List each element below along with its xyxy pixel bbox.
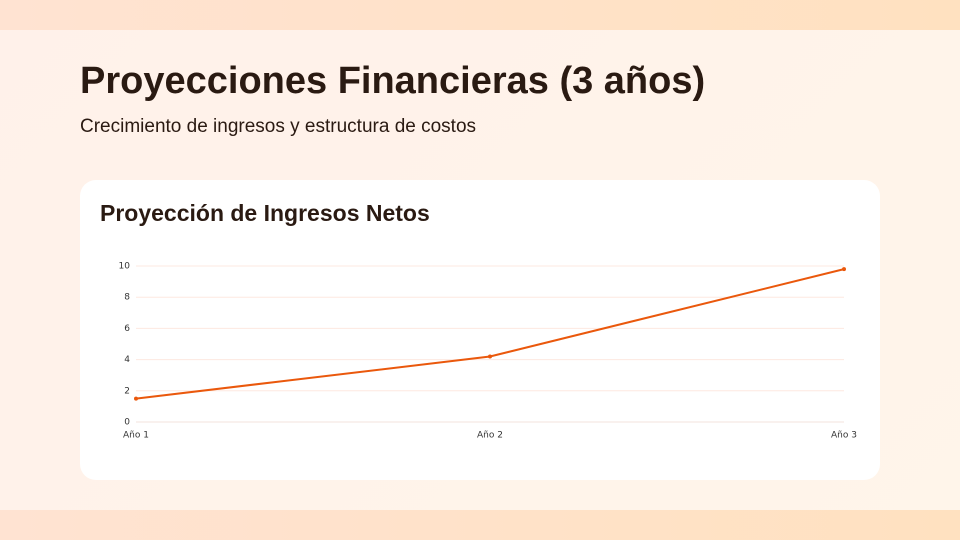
x-tick-label: Año 1 [123, 431, 149, 441]
y-tick-label: 6 [124, 324, 130, 334]
y-tick-label: 10 [119, 262, 131, 272]
y-tick-label: 4 [124, 355, 130, 365]
y-tick-label: 0 [124, 418, 130, 428]
point [842, 267, 846, 272]
slide-subtitle: Crecimiento de ingresos y estructura de … [80, 116, 477, 137]
chart-title: Proyección de Ingresos Netos [100, 200, 430, 226]
y-tick-label: 8 [124, 293, 130, 303]
slide-title: Proyecciones Financieras (3 años) [80, 60, 706, 102]
x-tick-label: Año 3 [831, 431, 857, 441]
chart-card: Proyección de Ingresos Netos 0 2 4 6 8 10 Año … [80, 180, 880, 480]
x-tick-label: Año 2 [477, 431, 503, 441]
point [134, 396, 138, 401]
bottom-band [0, 510, 960, 540]
top-band [0, 0, 960, 30]
line [135, 268, 845, 400]
y-tick-label: 2 [124, 386, 130, 396]
point [488, 354, 492, 359]
chart: 0 2 4 6 8 10 Año 1 Año 2 Año 3 [119, 262, 857, 441]
